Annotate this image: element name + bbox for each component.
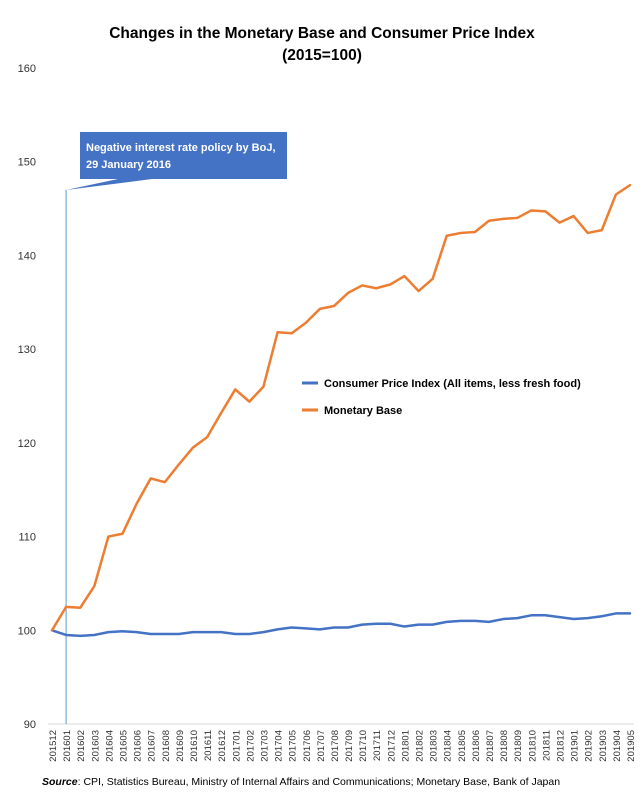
x-tick-label: 201606 bbox=[133, 730, 144, 762]
x-tick-label: 201901 bbox=[570, 730, 581, 762]
x-tick-label: 201807 bbox=[485, 730, 496, 762]
source-note: Source: CPI, Statistics Bureau, Ministry… bbox=[42, 776, 560, 788]
x-tick-label: 201702 bbox=[245, 730, 256, 762]
x-tick-label: 201803 bbox=[429, 730, 440, 762]
chart-subtitle: (2015=100) bbox=[282, 47, 362, 64]
x-tick-label: 201605 bbox=[118, 730, 129, 762]
cpi-series-line bbox=[50, 612, 632, 638]
x-tick-label: 201703 bbox=[259, 730, 270, 762]
x-tick-label: 201904 bbox=[612, 730, 623, 762]
x-tick-label: 201801 bbox=[400, 730, 411, 762]
x-tick-label: 201609 bbox=[175, 730, 186, 762]
x-tick-label: 201711 bbox=[372, 730, 383, 761]
x-tick-label: 201709 bbox=[344, 730, 355, 762]
x-tick-label: 201812 bbox=[556, 730, 567, 762]
x-tick-label: 201704 bbox=[274, 730, 285, 762]
x-tick-label: 201710 bbox=[358, 730, 369, 762]
source-label: Source bbox=[42, 776, 78, 788]
x-tick-label: 201808 bbox=[499, 730, 510, 762]
x-tick-label: 201903 bbox=[598, 730, 609, 762]
x-tick-label: 201604 bbox=[104, 730, 115, 762]
x-tick-label: 201905 bbox=[626, 730, 637, 762]
y-tick-label: 160 bbox=[18, 63, 36, 75]
annotation-text-line2: 29 January 2016 bbox=[86, 159, 171, 171]
x-tick-label: 201811 bbox=[541, 730, 552, 761]
x-tick-label: 201607 bbox=[147, 730, 158, 762]
x-tick-label: 201902 bbox=[584, 730, 595, 762]
x-tick-label: 201603 bbox=[90, 730, 101, 762]
x-tick-label: 201701 bbox=[231, 730, 242, 762]
x-tick-label: 201810 bbox=[527, 730, 538, 762]
x-tick-label: 201805 bbox=[457, 730, 468, 762]
x-tick-label: 201804 bbox=[443, 730, 454, 762]
x-tick-label: 201708 bbox=[330, 730, 341, 762]
y-tick-label: 150 bbox=[18, 157, 36, 169]
x-tick-label: 201802 bbox=[415, 730, 426, 762]
monetary-base-series-line bbox=[50, 183, 632, 632]
annotation-callout bbox=[66, 132, 287, 190]
x-tick-label: 201610 bbox=[189, 730, 200, 762]
chart-title: Changes in the Monetary Base and Consume… bbox=[109, 25, 535, 42]
x-tick-label: 201601 bbox=[62, 730, 73, 762]
x-tick-label: 201705 bbox=[288, 730, 299, 762]
y-tick-label: 110 bbox=[18, 532, 36, 544]
y-tick-label: 130 bbox=[18, 344, 36, 356]
x-tick-label: 201712 bbox=[386, 730, 397, 762]
x-tick-label: 201706 bbox=[302, 730, 313, 762]
x-tick-label: 201612 bbox=[217, 730, 228, 762]
y-tick-label: 100 bbox=[18, 625, 36, 637]
x-tick-label: 201806 bbox=[471, 730, 482, 762]
y-tick-label: 120 bbox=[18, 438, 36, 450]
x-tick-label: 201512 bbox=[48, 730, 59, 762]
legend-label-monetary-base: Monetary Base bbox=[324, 405, 402, 417]
x-tick-label: 201707 bbox=[316, 730, 327, 762]
x-tick-label: 201602 bbox=[76, 730, 87, 762]
x-tick-label: 201809 bbox=[513, 730, 524, 762]
annotation-text-line1: Negative interest rate policy by BoJ, bbox=[86, 142, 276, 154]
x-tick-label: 201611 bbox=[203, 730, 214, 761]
legend-label-cpi: Consumer Price Index (All items, less fr… bbox=[324, 378, 581, 390]
x-tick-label: 201608 bbox=[161, 730, 172, 762]
y-tick-label: 140 bbox=[18, 250, 36, 262]
y-tick-label: 90 bbox=[24, 719, 36, 731]
source-text: : CPI, Statistics Bureau, Ministry of In… bbox=[77, 776, 561, 788]
